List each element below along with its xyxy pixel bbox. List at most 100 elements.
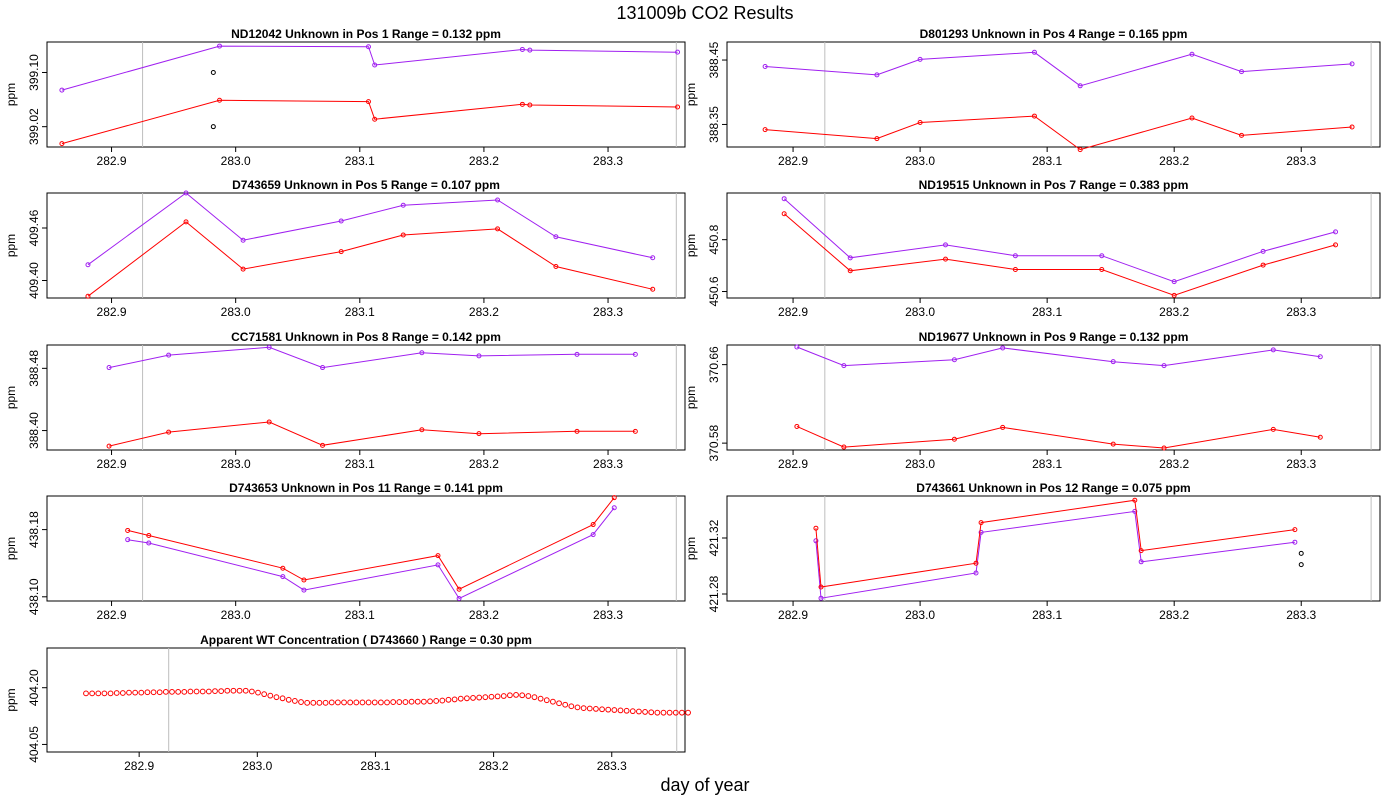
data-point-WT: [463, 695, 470, 702]
data-point-red: [574, 428, 580, 434]
data-point-red: [146, 532, 152, 538]
series-line-purple: [87, 192, 653, 266]
x-tick-label: 283.3: [593, 305, 623, 319]
data-point-red: [59, 141, 65, 147]
chart-panel-1: ND12042 Unknown in Pos 1 Range = 0.132 p…: [4, 27, 686, 168]
panel-title: ND19515 Unknown in Pos 7 Range = 0.383 p…: [919, 178, 1189, 192]
y-axis-label: ppm: [4, 234, 18, 257]
chart-panel-4: ND19515 Unknown in Pos 7 Range = 0.383 p…: [684, 178, 1381, 319]
y-tick-label: 450.8: [707, 224, 721, 254]
data-point-purple: [1099, 253, 1105, 259]
data-point-purple: [1132, 508, 1138, 514]
data-point-WT: [427, 698, 433, 705]
panel-title: CC71581 Unknown in Pos 8 Range = 0.142 p…: [231, 330, 501, 344]
data-point-WT: [623, 707, 630, 714]
data-point-red: [1031, 113, 1037, 119]
data-point-WT: [679, 709, 685, 716]
data-point-WT: [156, 689, 163, 696]
series-line-red: [127, 497, 615, 590]
series-line-red: [783, 213, 1336, 296]
y-axis-label: ppm: [4, 83, 18, 106]
panel-title: D743659 Unknown in Pos 5 Range = 0.107 p…: [232, 178, 500, 192]
y-tick-label: 388.48: [27, 350, 41, 387]
y-axis-label: ppm: [684, 234, 698, 257]
data-point-purple: [1161, 363, 1167, 369]
data-point-red: [1333, 242, 1339, 248]
data-point-purple: [1239, 69, 1245, 75]
data-point-WT: [568, 703, 575, 710]
data-point-WT: [107, 690, 114, 697]
data-point-WT: [648, 709, 655, 716]
data-point-purple: [365, 44, 371, 50]
data-point-purple: [320, 365, 326, 371]
data-point-purple: [951, 357, 957, 363]
data-point-red: [1099, 266, 1105, 272]
data-point-WT: [119, 690, 126, 696]
data-point-WT: [138, 689, 145, 696]
data-point-WT: [599, 706, 605, 713]
series-line-purple: [61, 45, 678, 91]
data-point-red: [372, 116, 378, 122]
y-axis-label: ppm: [4, 386, 18, 409]
data-point-WT: [617, 707, 624, 714]
data-point-WT: [396, 699, 403, 705]
data-point-WT: [347, 699, 354, 706]
x-tick-label: 282.9: [97, 608, 127, 622]
data-point-WT: [261, 691, 268, 698]
panels: ND12042 Unknown in Pos 1 Range = 0.132 p…: [4, 27, 1381, 773]
data-point-red: [280, 565, 286, 571]
data-point-red: [590, 522, 596, 528]
data-point-red: [400, 232, 406, 238]
data-point-WT: [660, 709, 667, 716]
y-tick-label: 404.05: [27, 726, 41, 763]
data-point-red: [553, 264, 559, 269]
x-tick-label: 283.3: [1286, 154, 1316, 168]
x-tick-label: 283.1: [1032, 305, 1062, 319]
data-point-purple: [301, 587, 307, 593]
data-point-purple: [973, 570, 979, 576]
data-point-purple: [1260, 248, 1266, 254]
data-point-WT: [550, 698, 556, 705]
data-point-WT: [488, 693, 495, 700]
series-line-red: [796, 425, 1321, 449]
data-point-WT: [212, 688, 218, 695]
series-line-purple: [815, 510, 1295, 599]
data-point-red: [435, 553, 441, 559]
y-tick-label: 404.20: [27, 669, 41, 706]
data-point-WT: [470, 695, 476, 701]
data-point-red: [365, 99, 371, 105]
data-point-purple: [85, 262, 91, 268]
data-point-WT: [672, 709, 679, 716]
data-point-purple: [106, 365, 112, 371]
data-point-WT: [519, 692, 526, 699]
data-point-WT: [334, 699, 341, 706]
data-point-red: [1161, 445, 1167, 451]
data-point-purple: [1349, 61, 1355, 67]
data-point-red: [1077, 147, 1083, 153]
chart-panel-7: D743653 Unknown in Pos 11 Range = 0.141 …: [4, 481, 686, 622]
data-point-purple: [527, 47, 533, 53]
x-tick-label: 283.2: [469, 154, 499, 168]
data-point-red: [240, 266, 246, 272]
series-line-red: [61, 99, 678, 145]
data-point-red: [338, 249, 344, 255]
data-point-purple: [675, 49, 681, 55]
data-point-WT: [95, 690, 102, 697]
data-point-purple: [1270, 347, 1276, 353]
data-point-red: [166, 429, 172, 435]
data-point-purple: [419, 350, 425, 356]
x-axis-label: day of year: [660, 775, 749, 795]
data-point-WT: [199, 688, 206, 695]
data-point-WT: [654, 709, 661, 716]
data-point-red: [1189, 115, 1195, 121]
data-point-WT: [365, 699, 372, 706]
data-point-WT: [150, 689, 157, 696]
data-point-purple: [146, 540, 152, 546]
data-point-WT: [279, 695, 286, 702]
data-point-WT: [298, 699, 304, 705]
data-point-purple: [847, 255, 853, 261]
data-point-WT: [642, 709, 648, 715]
data-point-red: [1270, 426, 1276, 432]
x-tick-label: 283.2: [1159, 608, 1189, 622]
